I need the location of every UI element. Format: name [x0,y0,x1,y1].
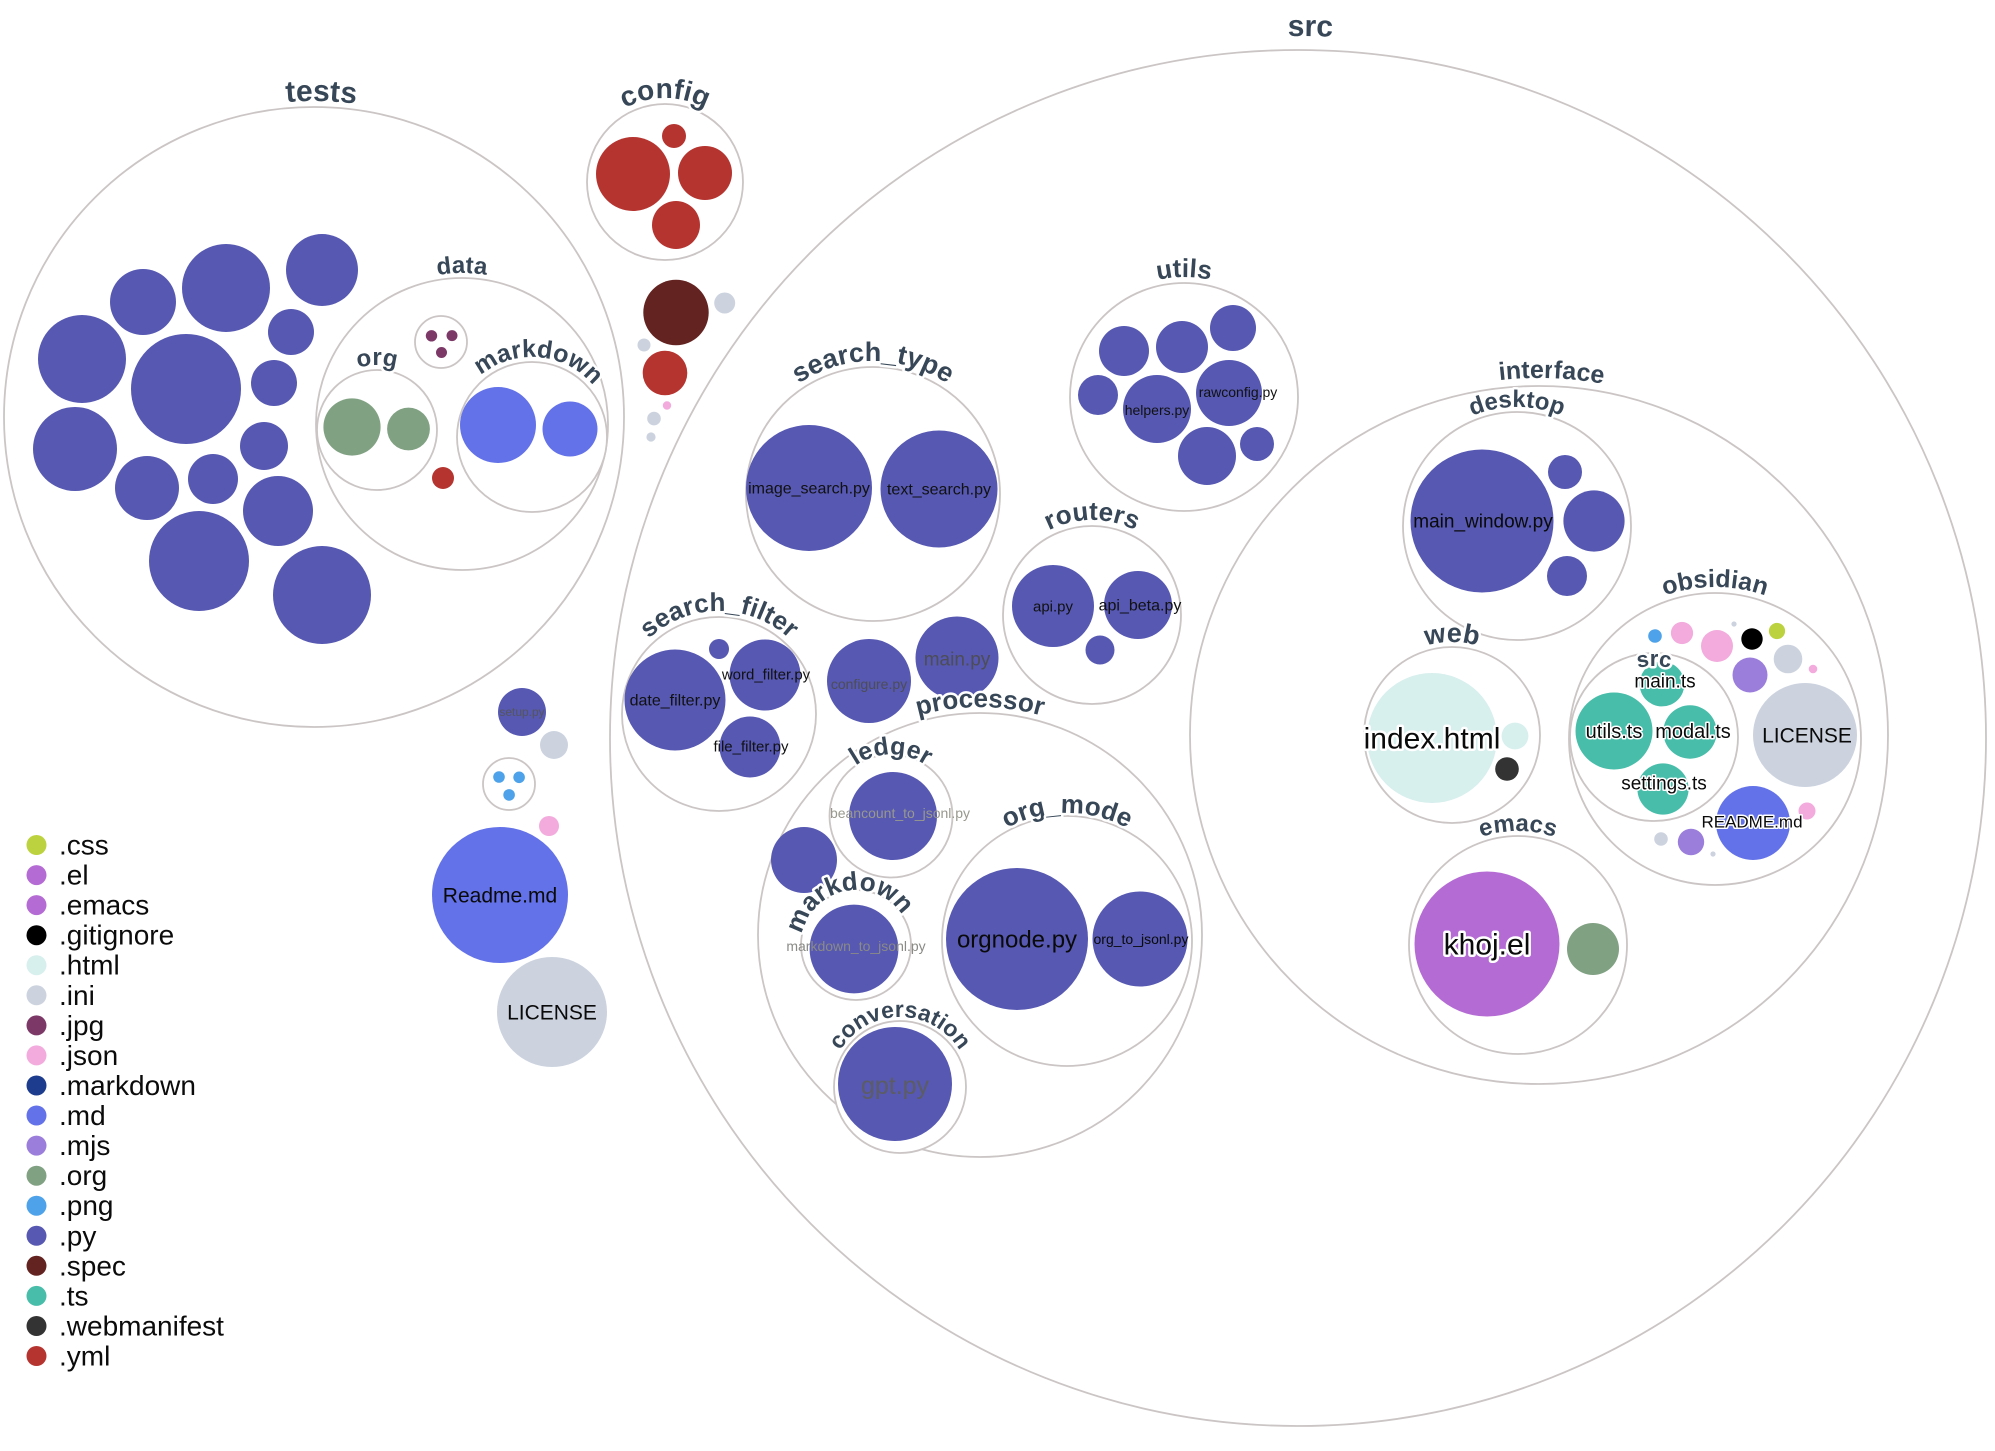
svg-text:data: data [435,252,490,281]
svg-text:.json: .json [59,1040,118,1071]
svg-text:README.md: README.md [1701,813,1802,832]
svg-text:.emacs: .emacs [59,890,149,921]
svg-text:.spec: .spec [59,1250,126,1281]
svg-text:LICENSE: LICENSE [507,1002,597,1025]
svg-text:.png: .png [59,1190,114,1221]
svg-text:index.html: index.html [1364,723,1501,756]
svg-text:api_beta.py: api_beta.py [1099,598,1182,615]
svg-text:orgnode.py: orgnode.py [957,927,1077,954]
svg-text:configure.py: configure.py [831,676,907,692]
svg-text:.markdown: .markdown [59,1070,196,1101]
svg-text:LICENSE: LICENSE [1762,725,1852,748]
svg-text:gpt.py: gpt.py [861,1072,930,1100]
svg-text:setup.py: setup.py [499,705,544,719]
svg-text:api.py: api.py [1033,599,1074,616]
svg-text:.mjs: .mjs [59,1130,110,1161]
svg-text:src: src [1288,10,1334,44]
svg-text:image_search.py: image_search.py [748,481,870,498]
svg-text:helpers.py: helpers.py [1125,402,1190,418]
svg-text:.md: .md [59,1100,106,1131]
svg-text:khoj.el: khoj.el [1444,929,1531,962]
svg-text:.webmanifest: .webmanifest [59,1311,224,1342]
svg-text:org: org [354,344,400,373]
svg-text:Readme.md: Readme.md [443,885,557,908]
svg-text:date_filter.py: date_filter.py [630,693,721,710]
svg-text:beancount_to_jsonl.py: beancount_to_jsonl.py [830,805,970,821]
svg-text:word_filter.py: word_filter.py [721,667,811,684]
svg-text:org_to_jsonl.py: org_to_jsonl.py [1094,931,1189,947]
svg-text:.jpg: .jpg [59,1010,104,1041]
svg-text:markdown_to_jsonl.py: markdown_to_jsonl.py [786,938,925,954]
svg-text:.ini: .ini [59,980,95,1011]
svg-text:main.py: main.py [924,650,991,671]
svg-text:.el: .el [59,860,89,891]
svg-text:utils.ts: utils.ts [1586,721,1643,743]
svg-text:.html: .html [59,950,120,981]
svg-text:.py: .py [59,1220,96,1251]
svg-text:.gitignore: .gitignore [59,920,174,951]
svg-text:main_window.py: main_window.py [1413,512,1553,533]
svg-text:main.ts: main.ts [1634,672,1695,693]
svg-text:modal.ts: modal.ts [1655,721,1731,743]
svg-text:src: src [1635,646,1674,673]
svg-text:utils: utils [1154,253,1215,286]
svg-text:.yml: .yml [59,1341,110,1372]
svg-text:settings.ts: settings.ts [1621,774,1707,795]
svg-text:rawconfig.py: rawconfig.py [1199,384,1278,400]
svg-text:file_filter.py: file_filter.py [713,739,789,756]
svg-text:.css: .css [59,830,109,861]
svg-text:.ts: .ts [59,1280,89,1311]
svg-text:web: web [1421,618,1483,651]
svg-text:text_search.py: text_search.py [887,482,991,499]
svg-text:.org: .org [59,1160,107,1191]
